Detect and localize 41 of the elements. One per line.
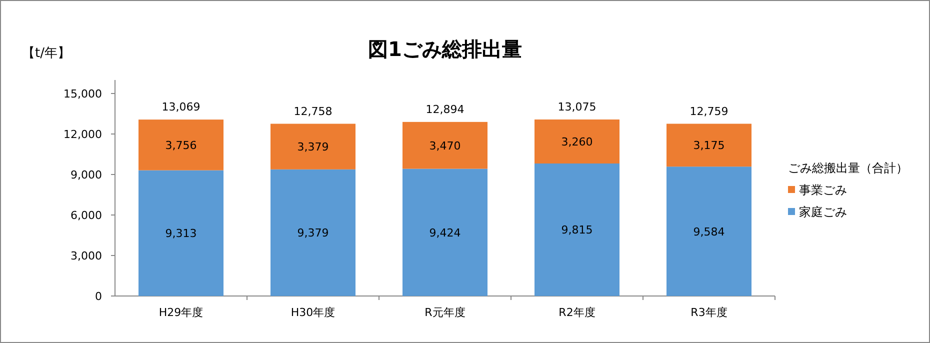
y-tick-label: 0	[95, 290, 102, 303]
legend-label: 事業ごみ	[799, 183, 847, 197]
chart-title: 図1ごみ総排出量	[368, 37, 522, 61]
y-tick-label: 15,000	[64, 88, 102, 100]
data-label: 3,756	[165, 138, 197, 152]
y-tick-label: 3,000	[70, 250, 102, 262]
bar	[138, 170, 224, 296]
total-label: 12,759	[690, 104, 728, 118]
legend-title: ごみ総搬出量（合計）	[788, 161, 908, 175]
data-label: 9,815	[561, 224, 593, 237]
data-label: 3,175	[693, 139, 725, 152]
y-tick-label: 6,000	[70, 209, 102, 222]
y-tick-label: 12,000	[64, 128, 102, 141]
x-tick-label: R元年度	[424, 306, 466, 319]
x-tick-label: H29年度	[158, 306, 204, 319]
data-label: 9,313	[165, 227, 197, 240]
x-tick-label: R2年度	[558, 306, 596, 319]
y-axis-title: 【t/年】	[22, 46, 70, 61]
y-tick-label: 9,000	[70, 168, 102, 182]
bar	[402, 122, 488, 169]
data-label: 9,584	[693, 225, 725, 238]
total-label: 12,758	[294, 104, 332, 118]
data-label: 3,470	[429, 139, 461, 152]
data-label: 9,424	[429, 226, 461, 240]
data-label: 3,379	[297, 140, 329, 154]
bar	[270, 124, 356, 170]
bar	[666, 124, 752, 167]
bar	[666, 166, 752, 296]
total-label: 13,075	[558, 100, 596, 114]
bar	[534, 163, 620, 296]
bar	[138, 120, 224, 170]
total-label: 12,894	[426, 102, 464, 116]
data-label: 3,260	[561, 135, 593, 148]
bar	[534, 119, 620, 164]
bar	[270, 169, 356, 296]
x-tick-label: R3年度	[690, 306, 728, 319]
bar	[402, 168, 488, 296]
x-tick-label: H30年度	[290, 306, 336, 319]
data-label: 9,379	[297, 226, 329, 240]
total-label: 13,069	[162, 100, 200, 114]
legend-label: 家庭ごみ	[799, 205, 847, 219]
